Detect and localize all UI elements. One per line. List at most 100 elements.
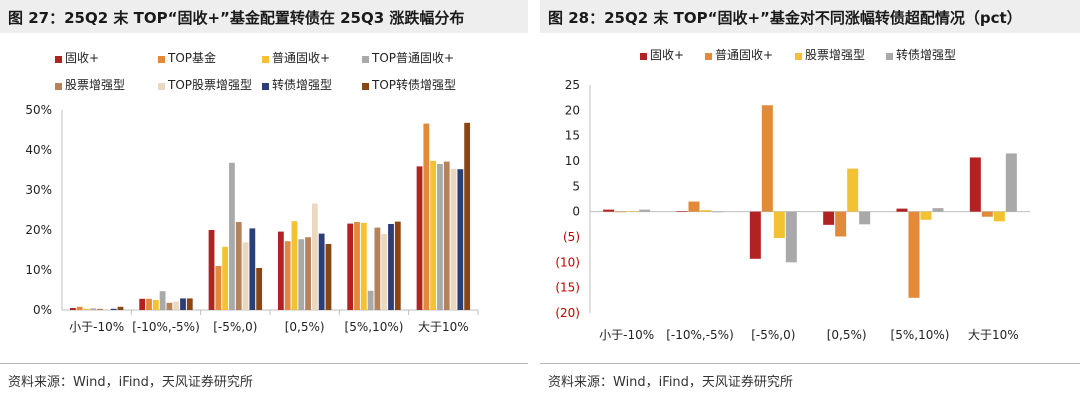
bar-固收-plus-5 [416, 166, 423, 310]
chart-panel-right: 图 28：25Q2 末 TOP“固收+”基金对不同涨幅转债超配情况（pct） 固… [540, 0, 1080, 401]
legend-label-股票增强型: 股票增强型 [65, 78, 125, 92]
bar-top普通固收-plus-0 [90, 308, 97, 310]
bar-转债增强型-4 [388, 224, 394, 310]
bar-top普通固收-plus-2 [229, 162, 235, 310]
y-tick-label: 50% [25, 103, 52, 117]
bar-top基金-1 [146, 298, 152, 310]
bar-股票增强型-4 [374, 227, 381, 310]
x-tick-label: [-10%,-5%) [666, 328, 734, 342]
bar-固收-plus-3 [277, 231, 284, 310]
bar-普通固收-plus-5 [981, 211, 993, 217]
bar-股票增强型-4 [920, 211, 932, 220]
bar-转债增强型-2 [249, 228, 256, 310]
x-tick-label: 大于10% [968, 328, 1019, 342]
legend-swatch-股票增强型 [795, 53, 802, 60]
bar-固收-plus-4 [347, 223, 354, 310]
bar-股票增强型-1 [700, 210, 712, 212]
legend-label-固收-plus: 固收+ [650, 48, 684, 62]
y-tick-label: 25 [565, 78, 580, 92]
chart-title-bar: 图 28：25Q2 末 TOP“固收+”基金对不同涨幅转债超配情况（pct） [540, 0, 1080, 33]
bar-top普通固收-plus-4 [367, 290, 374, 310]
source-note: 资料来源：Wind，iFind，天风证券研究所 [8, 375, 253, 390]
y-tick-label: 5 [572, 179, 580, 193]
bar-固收-plus-3 [823, 211, 835, 225]
bar-转债增强型-3 [318, 233, 325, 310]
bar-普通固收-plus-1 [688, 201, 700, 212]
legend-label-top普通固收-plus: TOP普通固收+ [371, 51, 454, 65]
legend-swatch-固收-plus [55, 56, 62, 63]
legend-swatch-转债增强型 [262, 83, 269, 90]
chart-panel-left: 图 27：25Q2 末 TOP“固收+”基金配置转债在 25Q3 涨跌幅分布 固… [0, 0, 528, 401]
legend-label-转债增强型: 转债增强型 [896, 47, 956, 62]
y-tick-label: 20% [25, 223, 52, 237]
bar-固收-plus-1 [676, 211, 688, 212]
y-tick-label: (20) [555, 306, 580, 320]
y-tick-label: 0 [572, 205, 580, 219]
x-tick-label: [5%,10%) [345, 320, 404, 334]
y-tick-label: 10% [25, 263, 52, 277]
bar-top股票增强型-3 [311, 203, 318, 310]
legend-swatch-top转债增强型 [362, 83, 369, 90]
bar-固收-plus-1 [139, 298, 146, 310]
bar-top基金-3 [284, 241, 291, 310]
y-tick-label: (5) [563, 230, 580, 244]
y-tick-label: 15 [565, 129, 580, 143]
bar-top股票增强型-0 [103, 309, 110, 310]
bar-股票增强型-0 [97, 308, 103, 310]
bar-普通固收-plus-3 [291, 221, 298, 310]
legend-swatch-top基金 [158, 56, 165, 63]
chart-title: 图 28：25Q2 末 TOP“固收+”基金对不同涨幅转债超配情况（pct） [548, 9, 1022, 27]
bar-top转债增强型-2 [256, 268, 263, 310]
legend-swatch-top股票增强型 [158, 83, 165, 90]
bar-股票增强型-5 [993, 211, 1005, 222]
x-tick-label: [0,5%) [827, 328, 867, 342]
bar-固收-plus-2 [749, 211, 761, 259]
source-divider [0, 363, 528, 364]
bar-股票增强型-0 [627, 211, 639, 212]
x-tick-label: 大于10% [418, 320, 469, 334]
bar-top普通固收-plus-3 [298, 239, 305, 310]
bar-top股票增强型-2 [242, 242, 249, 310]
legend-label-top转债增强型: TOP转债增强型 [371, 77, 456, 92]
legend-label-转债增强型: 转债增强型 [272, 77, 332, 92]
y-tick-label: 10 [565, 154, 580, 168]
bar-转债增强型-0 [639, 209, 651, 212]
bar-top股票增强型-5 [450, 168, 457, 310]
x-tick-label: [5%,10%) [891, 328, 950, 342]
bar-top普通固收-plus-1 [159, 291, 166, 310]
bar-top普通固收-plus-5 [437, 164, 443, 310]
bar-top基金-2 [215, 266, 222, 310]
x-tick-label: 小于-10% [599, 328, 654, 342]
bar-普通固收-plus-1 [152, 300, 159, 310]
bar-固收-plus-0 [69, 308, 76, 310]
legend-label-top基金: TOP基金 [167, 50, 216, 65]
bar-top股票增强型-4 [381, 234, 388, 310]
chart-title: 图 27：25Q2 末 TOP“固收+”基金配置转债在 25Q3 涨跌幅分布 [8, 9, 465, 27]
y-tick-label: (15) [555, 281, 580, 295]
bar-普通固收-plus-5 [430, 160, 437, 310]
bar-chart-left: 固收+ TOP基金 普通固收+ TOP普通固收+ 股票增强型 TOP股票增强型 转债增强型 T… [25, 50, 479, 334]
bar-固收-plus-0 [603, 209, 615, 212]
bar-转债增强型-0 [110, 308, 117, 310]
bar-转债增强型-4 [932, 208, 944, 212]
x-tick-label: [0,5%) [285, 320, 325, 334]
y-tick-label: 20 [565, 103, 580, 117]
bar-top转债增强型-5 [464, 122, 471, 310]
bar-转债增强型-5 [457, 169, 464, 310]
bar-普通固收-plus-0 [615, 211, 627, 213]
source-note: 资料来源：Wind，iFind，天风证券研究所 [548, 375, 793, 390]
legend-label-普通固收-plus: 普通固收+ [272, 51, 330, 65]
x-tick-label: [-5%,0) [213, 320, 257, 334]
x-tick-label: [-5%,0) [751, 328, 795, 342]
bar-top转债增强型-4 [394, 221, 401, 310]
legend-swatch-转债增强型 [886, 53, 893, 60]
bar-chart-right: 固收+ 普通固收+ 股票增强型 转债增强型 25 20 15 10 5 0 (5) (10) (15) (… [555, 47, 1030, 342]
legend-label-股票增强型: 股票增强型 [805, 48, 865, 62]
bar-股票增强型-2 [773, 211, 785, 239]
legend-label-普通固收-plus: 普通固收+ [715, 48, 773, 62]
bar-转债增强型-1 [712, 211, 724, 213]
bar-普通固收-plus-0 [83, 308, 90, 310]
bar-top基金-5 [423, 123, 430, 310]
bar-固收-plus-2 [208, 230, 215, 310]
bar-top股票增强型-1 [173, 301, 180, 310]
